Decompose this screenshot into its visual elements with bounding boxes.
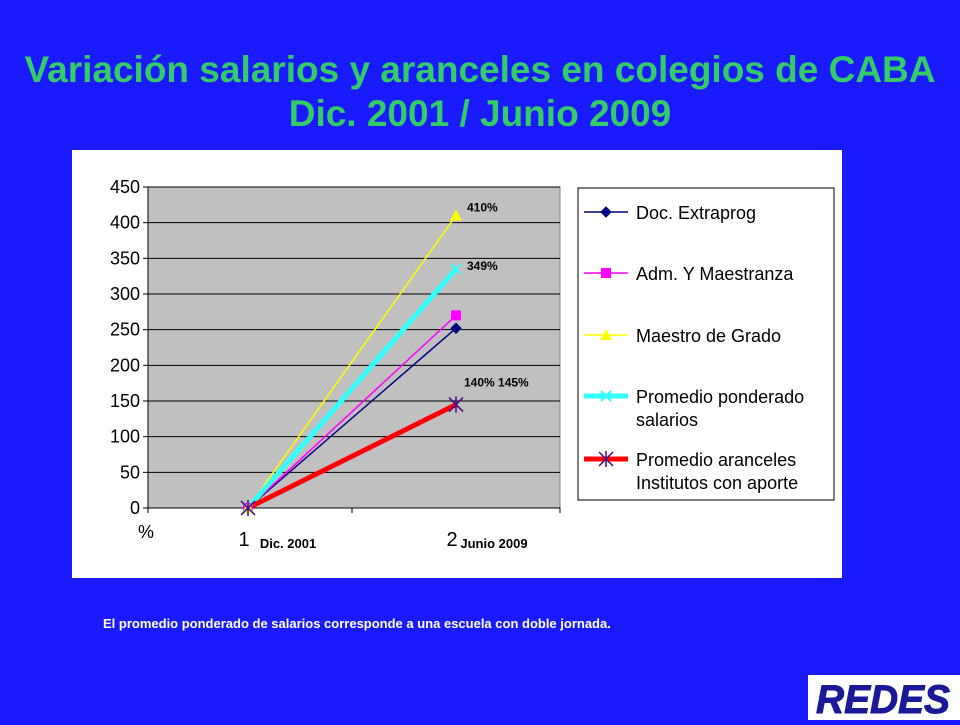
legend-label-cont: Institutos con aporte [636,473,798,493]
legend-marker [601,268,611,278]
series-line-3 [247,215,457,509]
y-tick-label: 300 [110,284,140,304]
footnote: El promedio ponderado de salarios corres… [103,616,611,631]
data-label: 349% [467,259,498,273]
data-label: 140% 145% [464,376,529,390]
marker-shape [601,268,611,278]
legend-label: Doc. Extraprog [636,203,756,223]
data-point-5-1 [240,500,256,516]
slide-title-line2: Dic. 2001 / Junio 2009 [288,93,672,134]
legend-marker [600,390,612,402]
marker-shape [600,206,612,218]
y-tick-label: 100 [110,427,140,447]
legend-box [577,187,835,501]
x-category-label: Dic. 2001 [260,536,316,551]
legend-label: Adm. Y Maestranza [636,264,794,284]
legend-marker [598,451,614,467]
plot-area [147,186,561,509]
marker-stroke [600,390,612,402]
legend-label: Promedio aranceles [636,450,796,470]
line-chart: 0 50 100 150 200 250 300 350 400 450% 1 2 Dic. 2001 J… [110,177,835,551]
data-point-5-2 [448,396,464,413]
marker-shape [450,209,462,221]
y-tick-label: 200 [110,355,140,375]
legend-marker [600,206,612,218]
slide-title-line1: Variación salarios y aranceles en colegi… [24,49,936,90]
y-tick-label: 450 [110,177,140,197]
series-line-2 [247,314,457,509]
y-tick-label: 50 [120,462,140,482]
x-category-label: Junio 2009 [460,536,527,551]
marker-shape [450,322,462,334]
legend-marker [600,329,612,340]
legend-label: Maestro de Grado [636,326,781,346]
y-tick-label: 250 [110,320,140,340]
data-point-4-2 [450,263,462,275]
y-axis-label: % [138,522,154,542]
series-line-5 [246,402,458,511]
legend-label: Promedio ponderado [636,387,804,407]
legend-label-cont: salarios [636,410,698,430]
marker-shape [600,329,612,340]
chart-panel: 0 50 100 150 200 250 300 350 400 450% 1 2 Dic. 2001 J… [72,150,842,578]
y-tick-label: 0 [130,498,140,518]
marker-shape [451,310,461,321]
x-tick-label: 2 [446,529,457,551]
y-tick-label: 350 [110,248,140,268]
y-tick-label: 150 [110,391,140,411]
data-point-1-2 [450,322,462,334]
x-tick-label: 1 [238,529,249,551]
data-point-3-2 [450,209,462,221]
data-point-2-2 [451,310,461,321]
marker-stroke [450,263,462,275]
redes-logo: REDES [808,675,960,723]
y-tick-label: 400 [110,213,140,233]
data-label: 410% [467,201,498,215]
series-line-4 [246,267,458,510]
series-line-1 [247,327,457,509]
svg-text:REDES: REDES [816,678,950,720]
